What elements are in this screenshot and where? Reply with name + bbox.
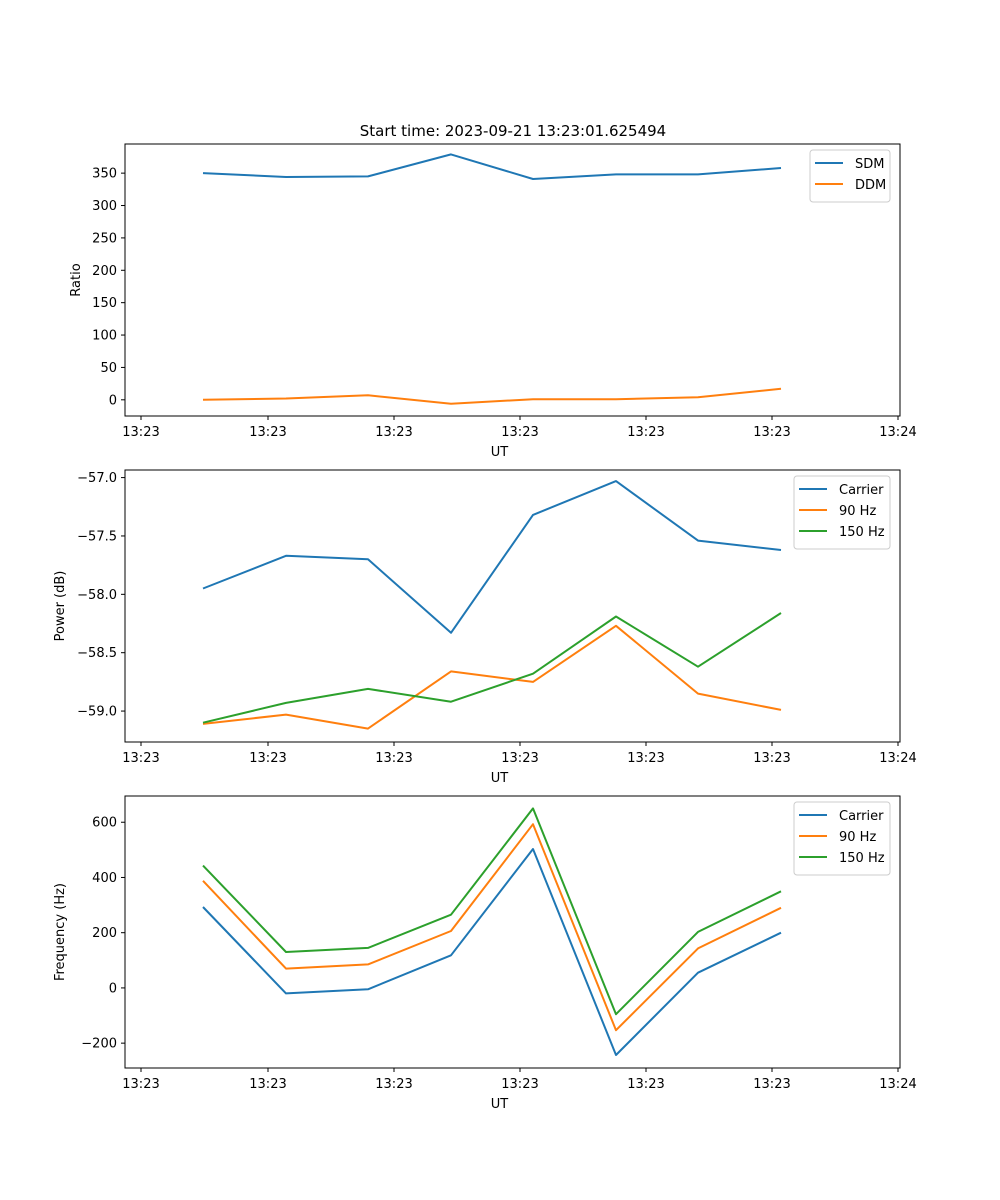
x-tick-label: 13:23 (753, 751, 790, 766)
x-tick-label: 13:23 (122, 751, 159, 766)
series-line-90-hz (202, 823, 782, 1032)
legend-label: 150 Hz (839, 525, 885, 540)
legend-label: Carrier (839, 809, 884, 824)
series-line-carrier (202, 480, 782, 634)
y-tick-label: −59.0 (77, 705, 117, 720)
x-tick-label: 13:23 (501, 751, 538, 766)
series-line-carrier (202, 848, 782, 1056)
figure-title: Start time: 2023-09-21 13:23:01.625494 (360, 122, 666, 140)
x-axis-label: UT (491, 1097, 509, 1112)
x-tick-label: 13:23 (122, 425, 159, 440)
axes-frame (124, 469, 901, 743)
x-tick-label: 13:23 (249, 751, 286, 766)
legend-label: SDM (855, 157, 884, 172)
series-line-150-hz (202, 807, 782, 1016)
subplot-2: −59.0 −58.5 −58.0 −57.5 −57.0 13:23 13:23 13:23… (53, 469, 917, 786)
y-tick-label: 200 (92, 264, 117, 279)
legend-label: 90 Hz (839, 504, 876, 519)
y-tick-label: 100 (92, 329, 117, 344)
y-tick-label: 200 (92, 926, 117, 941)
legend: Carrier 90 Hz 150 Hz (793, 801, 891, 876)
y-tick-label: 0 (109, 981, 117, 996)
legend: Carrier 90 Hz 150 Hz (793, 475, 891, 550)
x-tick-label: 13:24 (879, 425, 916, 440)
y-tick-label: 150 (92, 296, 117, 311)
y-tick-label: −58.5 (77, 646, 117, 661)
x-tick-label: 13:23 (249, 1077, 286, 1092)
y-axis-label: Power (dB) (53, 571, 68, 642)
y-tick-label: 0 (109, 393, 117, 408)
x-tick-label: 13:23 (501, 1077, 538, 1092)
y-tick-label: −200 (81, 1037, 117, 1052)
series-line-ddm (202, 387, 782, 405)
x-tick-label: 13:23 (753, 425, 790, 440)
y-tick-label: 400 (92, 871, 117, 886)
x-tick-label: 13:23 (375, 751, 412, 766)
x-tick-label: 13:23 (122, 1077, 159, 1092)
legend-label: DDM (855, 178, 886, 193)
axes-frame (124, 795, 901, 1069)
x-tick-label: 13:23 (753, 1077, 790, 1092)
y-tick-label: −58.0 (77, 588, 117, 603)
series-line-150-hz (202, 612, 782, 724)
x-tick-label: 13:23 (375, 425, 412, 440)
x-tick-label: 13:23 (501, 425, 538, 440)
y-axis-label: Ratio (69, 263, 84, 296)
x-axis-label: UT (491, 445, 509, 460)
y-tick-label: 250 (92, 231, 117, 246)
legend-label: 150 Hz (839, 851, 885, 866)
x-tick-label: 13:23 (627, 751, 664, 766)
x-axis-label: UT (491, 771, 509, 786)
x-tick-label: 13:23 (375, 1077, 412, 1092)
y-axis-label: Frequency (Hz) (53, 883, 68, 981)
y-tick-label: −57.5 (77, 529, 117, 544)
x-tick-label: 13:24 (879, 751, 916, 766)
subplot-1: 0 50 100 150 200 250 300 350 13:23 13:23 13:23 13:2… (69, 143, 917, 460)
x-tick-label: 13:23 (627, 1077, 664, 1092)
legend-label: 90 Hz (839, 830, 876, 845)
x-tick-label: 13:23 (627, 425, 664, 440)
legend: SDM DDM (809, 149, 891, 203)
legend-label: Carrier (839, 483, 884, 498)
plots: 0 50 100 150 200 250 300 350 13:23 13:23 13:23 13:2… (53, 143, 917, 1112)
x-tick-label: 13:23 (249, 425, 286, 440)
series-line-sdm (202, 153, 782, 180)
x-tick-label: 13:24 (879, 1077, 916, 1092)
subplot-3: −200 0 200 400 600 13:23 13:23 13:23 13:23 13:23 1… (53, 795, 917, 1112)
y-tick-label: 50 (100, 361, 117, 376)
axes-frame (124, 143, 901, 417)
y-tick-label: −57.0 (77, 471, 117, 486)
y-tick-label: 300 (92, 199, 117, 214)
series-line-90-hz (202, 624, 782, 730)
y-tick-label: 350 (92, 167, 117, 182)
y-tick-label: 600 (92, 816, 117, 831)
